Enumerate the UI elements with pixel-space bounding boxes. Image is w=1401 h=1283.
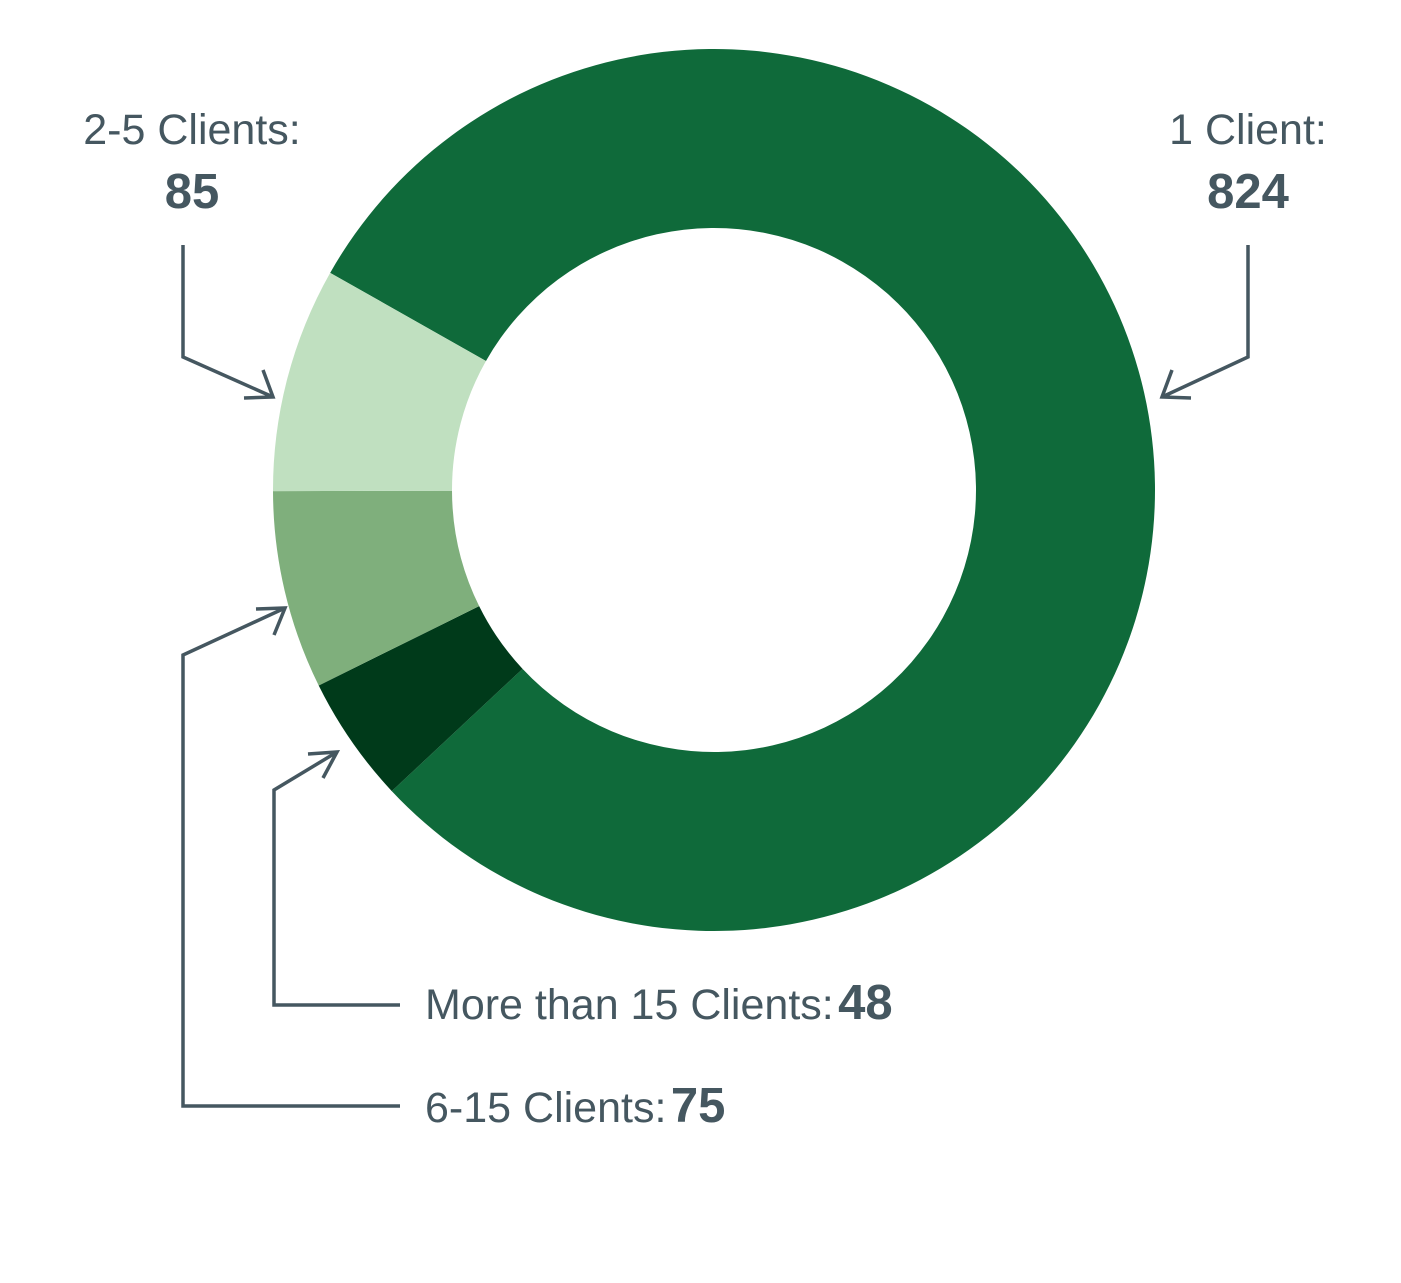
donut-slice-more-than-15-clients bbox=[318, 606, 523, 792]
label-more-than-15-clients-value: 48 bbox=[838, 976, 893, 1030]
leader-line-2-5-clients bbox=[181, 245, 274, 399]
leader-lines bbox=[181, 245, 1250, 1108]
label-6-15-clients-name: 6-15 Clients: bbox=[425, 1084, 667, 1132]
arrowhead-6-15-clients bbox=[255, 606, 288, 636]
donut-slice-6-15-clients bbox=[273, 490, 480, 686]
arrowhead-1-client bbox=[1159, 369, 1192, 400]
label-1-client-name: 1 Client: bbox=[1169, 106, 1327, 154]
leader-line-more-than-15-clients bbox=[272, 750, 400, 1007]
label-1-client-value: 824 bbox=[1207, 165, 1289, 219]
arrowhead-2-5-clients bbox=[243, 369, 276, 400]
label-1-client: 1 Client: 824 bbox=[1138, 100, 1358, 224]
donut-slice-1-client bbox=[330, 49, 1156, 931]
label-6-15-clients: 6-15 Clients: 75 bbox=[425, 1076, 725, 1148]
label-2-5-clients-value: 85 bbox=[164, 165, 220, 219]
label-2-5-clients: 2-5 Clients: 85 bbox=[62, 100, 322, 224]
label-more-than-15-clients-name: More than 15 Clients: bbox=[425, 981, 834, 1029]
arrowhead-more-than-15-clients bbox=[307, 750, 341, 779]
donut-slice-2-5-clients bbox=[273, 272, 486, 492]
label-more-than-15-clients: More than 15 Clients: 48 bbox=[425, 973, 893, 1045]
donut-slices bbox=[273, 49, 1156, 931]
label-6-15-clients-value: 75 bbox=[670, 1079, 726, 1133]
leader-line-6-15-clients bbox=[181, 606, 400, 1108]
label-2-5-clients-name: 2-5 Clients: bbox=[83, 106, 301, 154]
leader-line-1-client bbox=[1161, 245, 1250, 399]
